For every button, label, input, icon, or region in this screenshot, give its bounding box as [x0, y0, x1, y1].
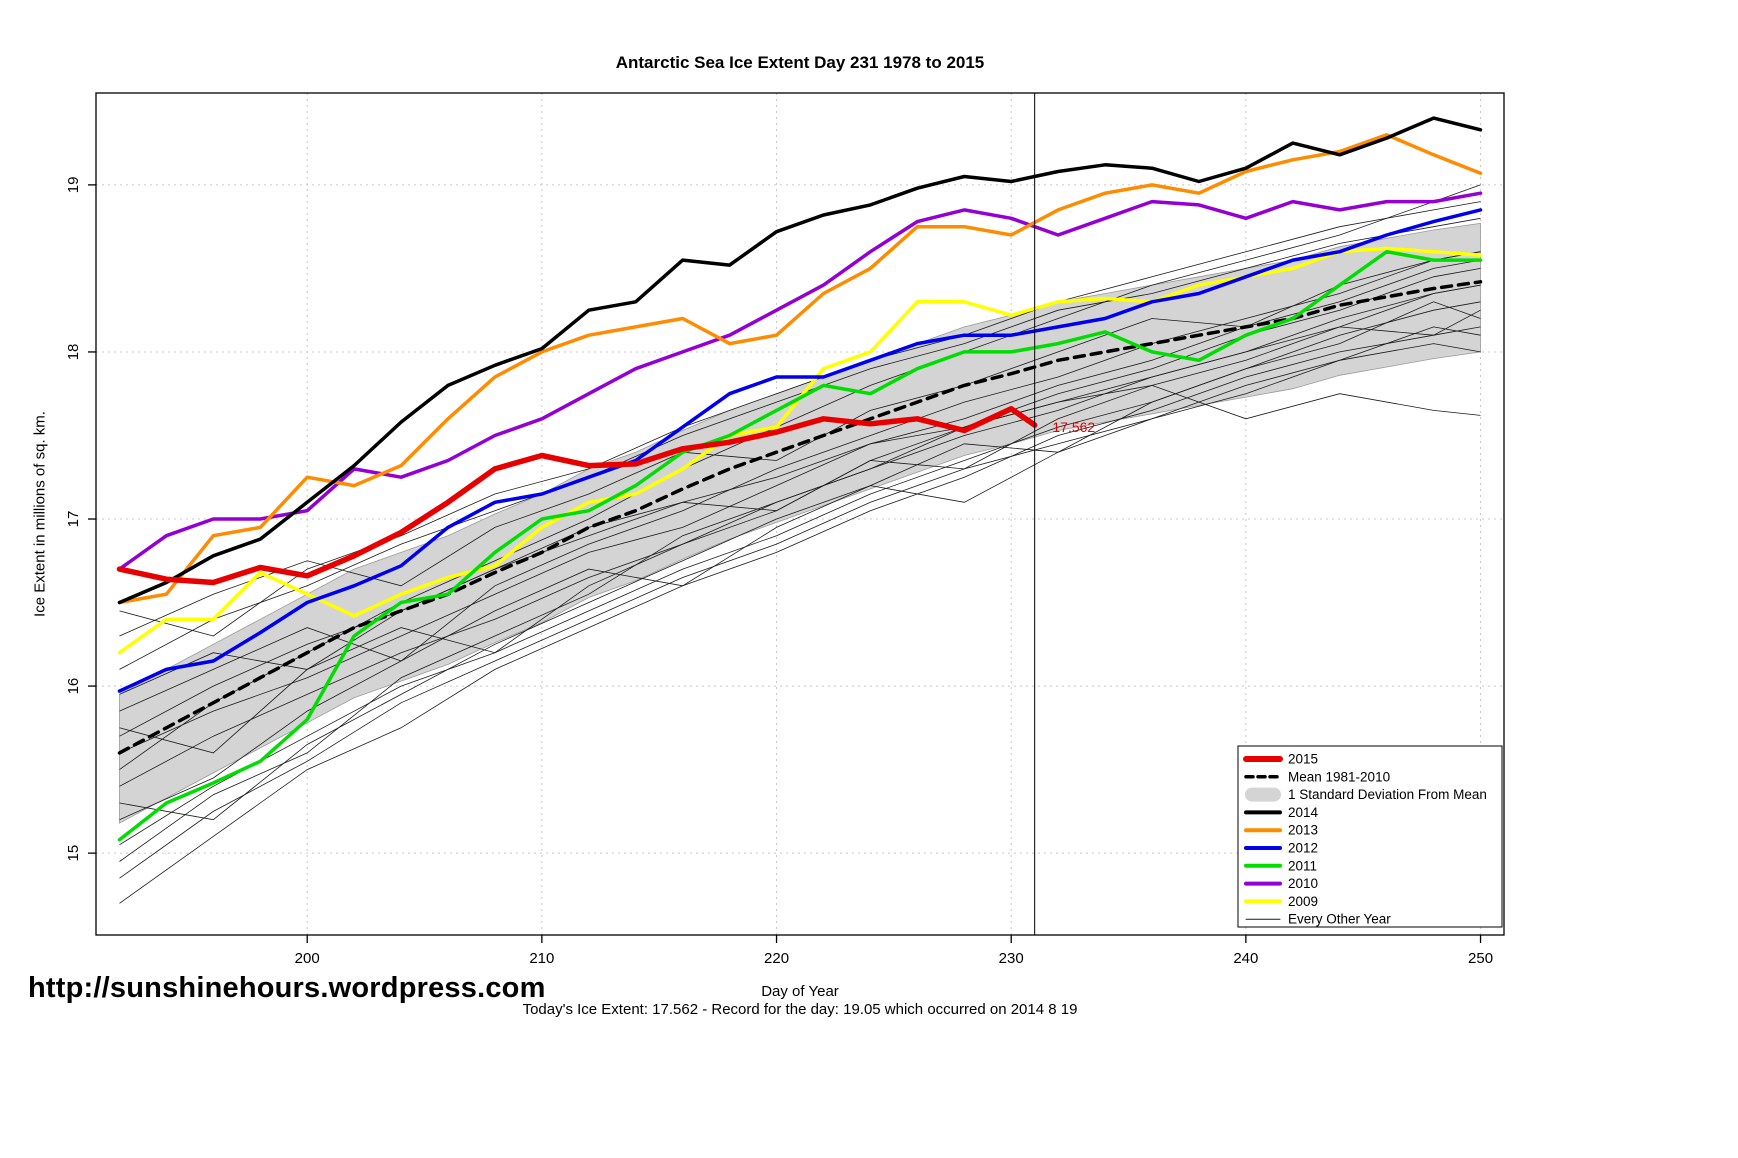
x-axis-label: Day of Year: [761, 983, 839, 1000]
legend-label-every-other-year: Every Other Year: [1288, 912, 1391, 927]
svg-text:17: 17: [65, 511, 82, 528]
legend-label-2009: 2009: [1288, 894, 1318, 909]
legend-label-2013: 2013: [1288, 823, 1318, 838]
legend-label-mean-1981-2010: Mean 1981-2010: [1288, 769, 1390, 784]
svg-text:220: 220: [764, 950, 789, 967]
series-2014: [117, 116, 1483, 605]
legend-label-2011: 2011: [1288, 858, 1317, 873]
series-2015: [116, 406, 1038, 586]
legend-label-1-standard-deviation-from-mean: 1 Standard Deviation From Mean: [1288, 787, 1487, 802]
svg-text:250: 250: [1468, 950, 1493, 967]
svg-text:15: 15: [65, 845, 82, 862]
plot-frame: [95, 92, 1505, 936]
series-2011: [117, 249, 1483, 842]
legend-label-2010: 2010: [1288, 876, 1318, 891]
svg-text:16: 16: [65, 678, 82, 695]
footer-note: Today's Ice Extent: 17.562 - Record for …: [522, 1001, 1078, 1018]
source-url[interactable]: http://sunshinehours.wordpress.com: [28, 972, 546, 1004]
svg-text:230: 230: [999, 950, 1024, 967]
svg-text:18: 18: [65, 344, 82, 361]
series-2013: [117, 133, 1483, 605]
legend-label-2014: 2014: [1288, 805, 1319, 820]
svg-text:210: 210: [529, 950, 554, 967]
svg-text:240: 240: [1233, 950, 1258, 967]
legend-label-2012: 2012: [1288, 841, 1318, 856]
legend: 2015 Mean 1981-2010 1 Standard Deviation F…: [1237, 745, 1503, 928]
svg-text:19: 19: [65, 177, 82, 194]
current-value-annotation: 17.562: [1052, 419, 1095, 435]
svg-text:200: 200: [295, 950, 320, 967]
legend-label-2015: 2015: [1288, 752, 1318, 767]
series-2010: [117, 191, 1483, 571]
chart-title: Antarctic Sea Ice Extent Day 231 1978 to…: [615, 53, 985, 72]
series-2012: [117, 208, 1483, 693]
axis-ticks: 200 210 220 230 240 250 15 16 17 18 19: [65, 177, 1493, 967]
series-mean-1981-2010: [117, 280, 1483, 755]
